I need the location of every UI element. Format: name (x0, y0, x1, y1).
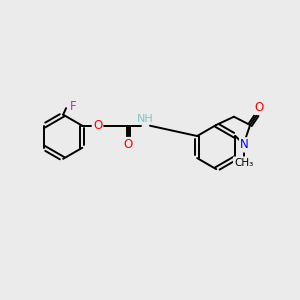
Text: F: F (70, 100, 76, 113)
Text: O: O (93, 119, 102, 132)
Text: O: O (254, 101, 264, 114)
Text: O: O (124, 138, 133, 151)
Text: CH₃: CH₃ (234, 158, 253, 167)
Text: N: N (240, 138, 249, 151)
Text: NH: NH (137, 114, 154, 124)
